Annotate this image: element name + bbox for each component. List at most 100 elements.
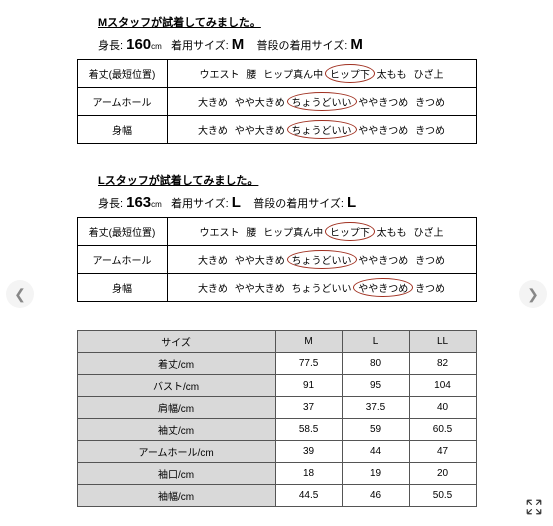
fit-option: ややきつめ (356, 252, 410, 267)
circle-marker (287, 92, 357, 111)
row-label: 身幅 (77, 116, 167, 144)
size-cell: 37 (275, 397, 342, 419)
size-header-cell: L (342, 331, 409, 353)
row-label: アームホール (77, 246, 167, 274)
fit-option: ややきつめ (356, 94, 410, 109)
table-row: 袖口/cm181920 (77, 463, 476, 485)
row-options: 大きめ やや大きめ ちょうどいい ややきつめ きつめ (167, 274, 476, 302)
fit-option: ウエスト (198, 224, 242, 239)
row-label: 着丈(最短位置) (77, 60, 167, 88)
size-cell: 91 (275, 375, 342, 397)
size-table: サイズMLLL着丈/cm77.58082バスト/cm9195104肩幅/cm37… (77, 330, 477, 507)
table-row: 着丈(最短位置) ウエスト 腰 ヒップ真ん中 ヒップ下 太もも ひざ上 (77, 218, 476, 246)
next-arrow[interactable]: ❯ (519, 280, 547, 308)
fit-option: ヒップ真ん中 (261, 224, 325, 239)
usual-label: 普段の着用サイズ: (253, 198, 344, 210)
size-cell: 80 (342, 353, 409, 375)
fit-option: 腰 (244, 224, 258, 239)
expand-button[interactable] (525, 498, 543, 516)
size-row-label: 袖口/cm (77, 463, 275, 485)
height-value: 163 (126, 194, 151, 211)
row-label: アームホール (77, 88, 167, 116)
fit-option: 太もも (375, 224, 409, 239)
fit-option: ちょうどいい (290, 252, 354, 267)
size-header-cell: サイズ (77, 331, 275, 353)
staff-m-table: 着丈(最短位置)ウエスト 腰 ヒップ真ん中 ヒップ下 太もも ひざ上 アームホー… (77, 59, 477, 144)
size-row-label: 袖丈/cm (77, 419, 275, 441)
size-cell: 37.5 (342, 397, 409, 419)
size-cell: 19 (342, 463, 409, 485)
row-options: 大きめ やや大きめ ちょうどいい ややきつめ きつめ (167, 246, 476, 274)
table-row: 肩幅/cm3737.540 (77, 397, 476, 419)
circle-marker (287, 120, 357, 139)
table-row: アームホール/cm394447 (77, 441, 476, 463)
expand-icon (525, 498, 543, 516)
row-options: 大きめ やや大きめ ちょうどいい ややきつめ きつめ (167, 88, 476, 116)
size-cell: 50.5 (409, 485, 476, 507)
usual-value: L (347, 194, 356, 211)
size-cell: 44 (342, 441, 409, 463)
fit-option: きつめ (413, 94, 447, 109)
fit-option: 大きめ (196, 94, 230, 109)
row-options: 大きめ やや大きめ ちょうどいい ややきつめ きつめ (167, 116, 476, 144)
fit-option: ちょうどいい (290, 94, 354, 109)
chevron-right-icon: ❯ (527, 286, 539, 303)
size-cell: 60.5 (409, 419, 476, 441)
height-label: 身長: (98, 198, 123, 210)
usual-label: 普段の着用サイズ: (257, 40, 348, 52)
table-row: アームホール大きめ やや大きめ ちょうどいい ややきつめ きつめ (77, 246, 476, 274)
staff-l-info: 身長: 163cm 着用サイズ: L 普段の着用サイズ: L (98, 194, 513, 211)
page-content: Mスタッフが試着してみました。 身長: 160cm 着用サイズ: M 普段の着用… (0, 0, 553, 507)
size-cell: 59 (342, 419, 409, 441)
fit-option: やや大きめ (233, 94, 287, 109)
table-row: 袖丈/cm58.55960.5 (77, 419, 476, 441)
fit-option: 大きめ (196, 280, 230, 295)
fit-option: 大きめ (196, 122, 230, 137)
prev-arrow[interactable]: ❮ (6, 280, 34, 308)
fit-option: ややきつめ (356, 280, 410, 295)
fit-option: きつめ (413, 252, 447, 267)
wear-label: 着用サイズ: (171, 198, 229, 210)
size-cell: 104 (409, 375, 476, 397)
size-cell: 39 (275, 441, 342, 463)
size-cell: 18 (275, 463, 342, 485)
size-row-label: アームホール/cm (77, 441, 275, 463)
size-cell: 77.5 (275, 353, 342, 375)
row-options: ウエスト 腰 ヒップ真ん中 ヒップ下 太もも ひざ上 (167, 60, 476, 88)
fit-option: きつめ (413, 122, 447, 137)
circle-marker (325, 64, 375, 83)
fit-option: ひざ上 (411, 224, 445, 239)
table-header-row: サイズMLLL (77, 331, 476, 353)
size-header-cell: M (275, 331, 342, 353)
row-label: 着丈(最短位置) (77, 218, 167, 246)
size-row-label: 肩幅/cm (77, 397, 275, 419)
usual-value: M (350, 36, 363, 53)
size-cell: 95 (342, 375, 409, 397)
table-row: 着丈(最短位置)ウエスト 腰 ヒップ真ん中 ヒップ下 太もも ひざ上 (77, 60, 476, 88)
table-row: 身幅大きめ やや大きめ ちょうどいい ややきつめ きつめ (77, 274, 476, 302)
staff-m-info: 身長: 160cm 着用サイズ: M 普段の着用サイズ: M (98, 36, 513, 53)
row-label: 身幅 (77, 274, 167, 302)
table-row: バスト/cm9195104 (77, 375, 476, 397)
fit-option: やや大きめ (233, 280, 287, 295)
size-cell: 47 (409, 441, 476, 463)
circle-marker (325, 222, 375, 241)
table-row: 着丈/cm77.58082 (77, 353, 476, 375)
height-label: 身長: (98, 40, 123, 52)
size-header-cell: LL (409, 331, 476, 353)
fit-option: ヒップ下 (328, 66, 372, 81)
table-row: 身幅大きめ やや大きめ ちょうどいい ややきつめ きつめ (77, 116, 476, 144)
height-unit: cm (151, 42, 162, 51)
fit-option: ヒップ下 (328, 224, 372, 239)
fit-option: きつめ (413, 280, 447, 295)
fit-option: やや大きめ (233, 122, 287, 137)
fit-option: ヒップ真ん中 (261, 66, 325, 81)
fit-option: やや大きめ (233, 252, 287, 267)
fit-option: ちょうどいい (290, 122, 354, 137)
fit-option: 太もも (375, 66, 409, 81)
wear-label: 着用サイズ: (171, 40, 229, 52)
wear-value: M (232, 36, 245, 53)
wear-value: L (232, 194, 241, 211)
staff-l-table: 着丈(最短位置) ウエスト 腰 ヒップ真ん中 ヒップ下 太もも ひざ上 アームホー… (77, 217, 477, 302)
size-cell: 44.5 (275, 485, 342, 507)
